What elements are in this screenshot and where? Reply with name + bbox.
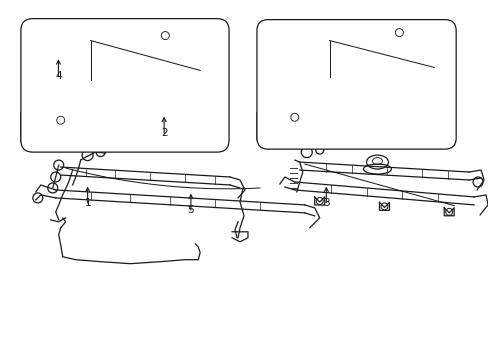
Text: 4: 4 bbox=[55, 71, 61, 81]
FancyBboxPatch shape bbox=[21, 19, 228, 152]
Text: 1: 1 bbox=[84, 198, 91, 208]
FancyBboxPatch shape bbox=[256, 20, 455, 149]
Text: 3: 3 bbox=[323, 198, 329, 208]
Polygon shape bbox=[21, 100, 33, 142]
Text: 5: 5 bbox=[187, 205, 194, 215]
Text: 2: 2 bbox=[161, 129, 167, 138]
Polygon shape bbox=[256, 100, 267, 140]
